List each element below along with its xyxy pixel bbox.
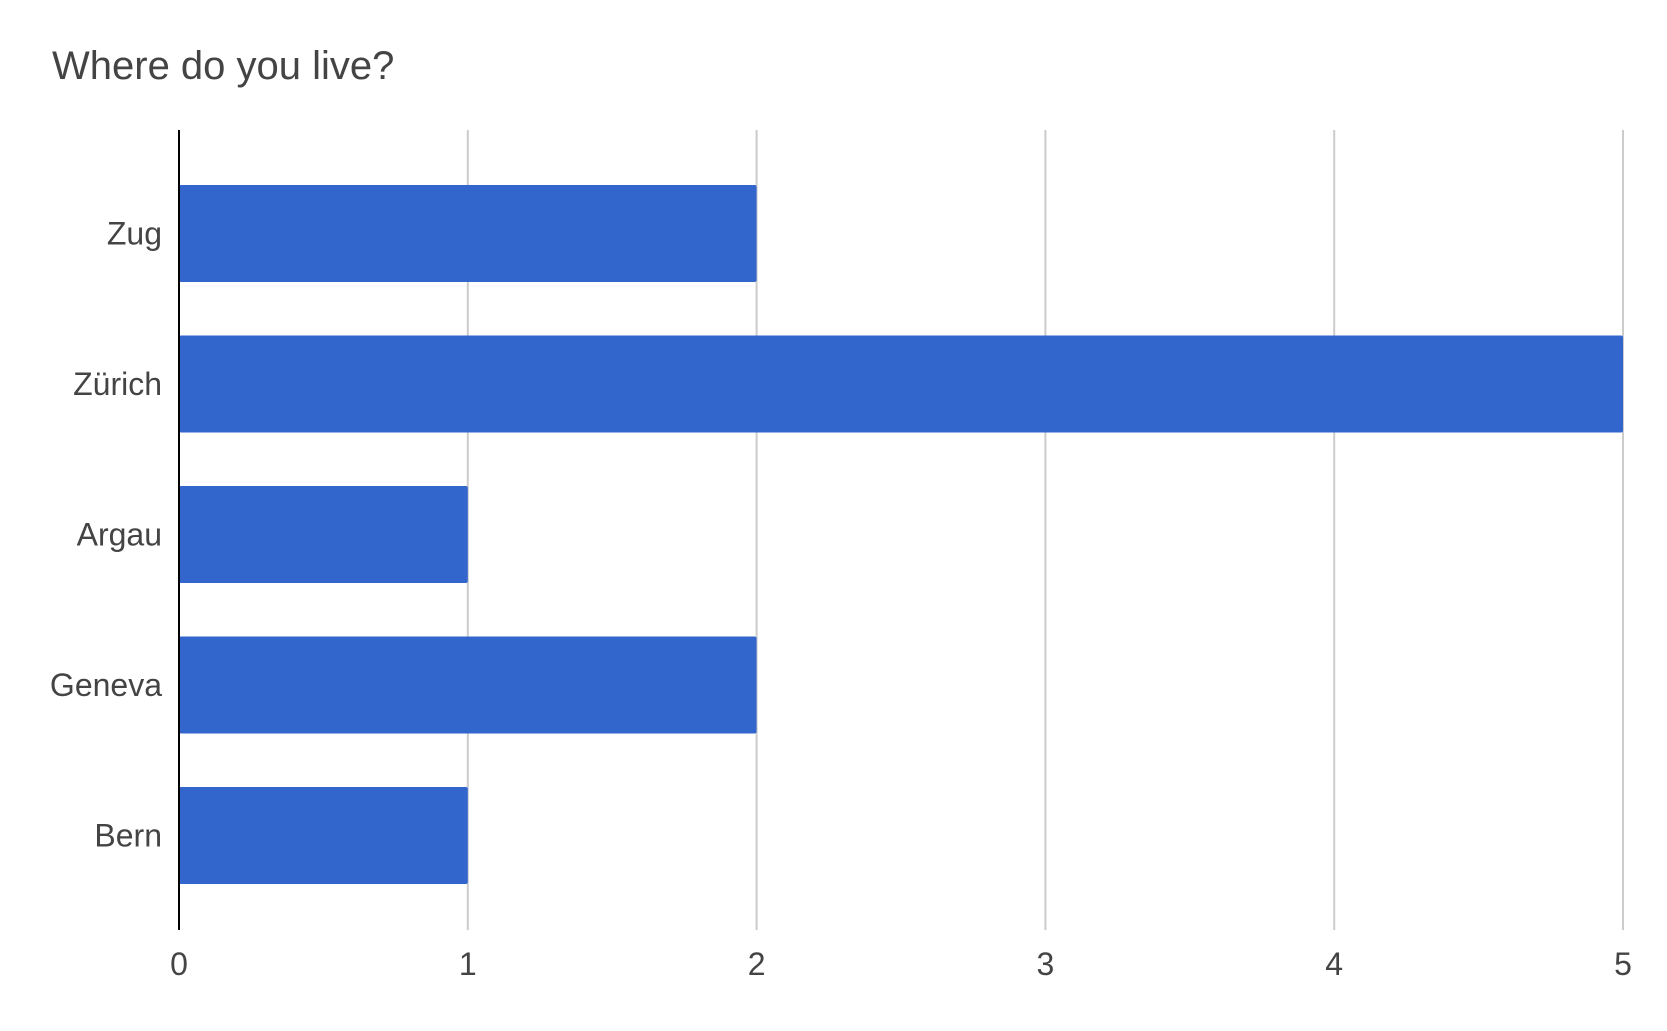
y-category-label: Argau xyxy=(77,517,162,553)
y-category-label: Bern xyxy=(94,818,162,854)
y-category-label: Zürich xyxy=(73,366,162,402)
y-category-label: Zug xyxy=(107,216,162,252)
bars xyxy=(179,185,1623,884)
x-tick-label: 4 xyxy=(1325,946,1343,982)
x-tick-label: 3 xyxy=(1037,946,1055,982)
y-category-label: Geneva xyxy=(50,667,162,703)
chart-title: Where do you live? xyxy=(52,44,395,88)
bar-bern[interactable] xyxy=(179,787,468,884)
x-tick-label: 0 xyxy=(170,946,188,982)
x-tick-label: 1 xyxy=(459,946,477,982)
bar-geneva[interactable] xyxy=(179,636,757,734)
x-tick-label: 2 xyxy=(748,946,766,982)
labels: 0 1 2 3 4 5 Zug Zürich Argau Geneva Bern xyxy=(50,216,1632,983)
bar-zug[interactable] xyxy=(179,185,757,282)
bar-zürich[interactable] xyxy=(179,335,1623,433)
bar-argau[interactable] xyxy=(179,486,468,583)
x-tick-label: 5 xyxy=(1614,946,1632,982)
